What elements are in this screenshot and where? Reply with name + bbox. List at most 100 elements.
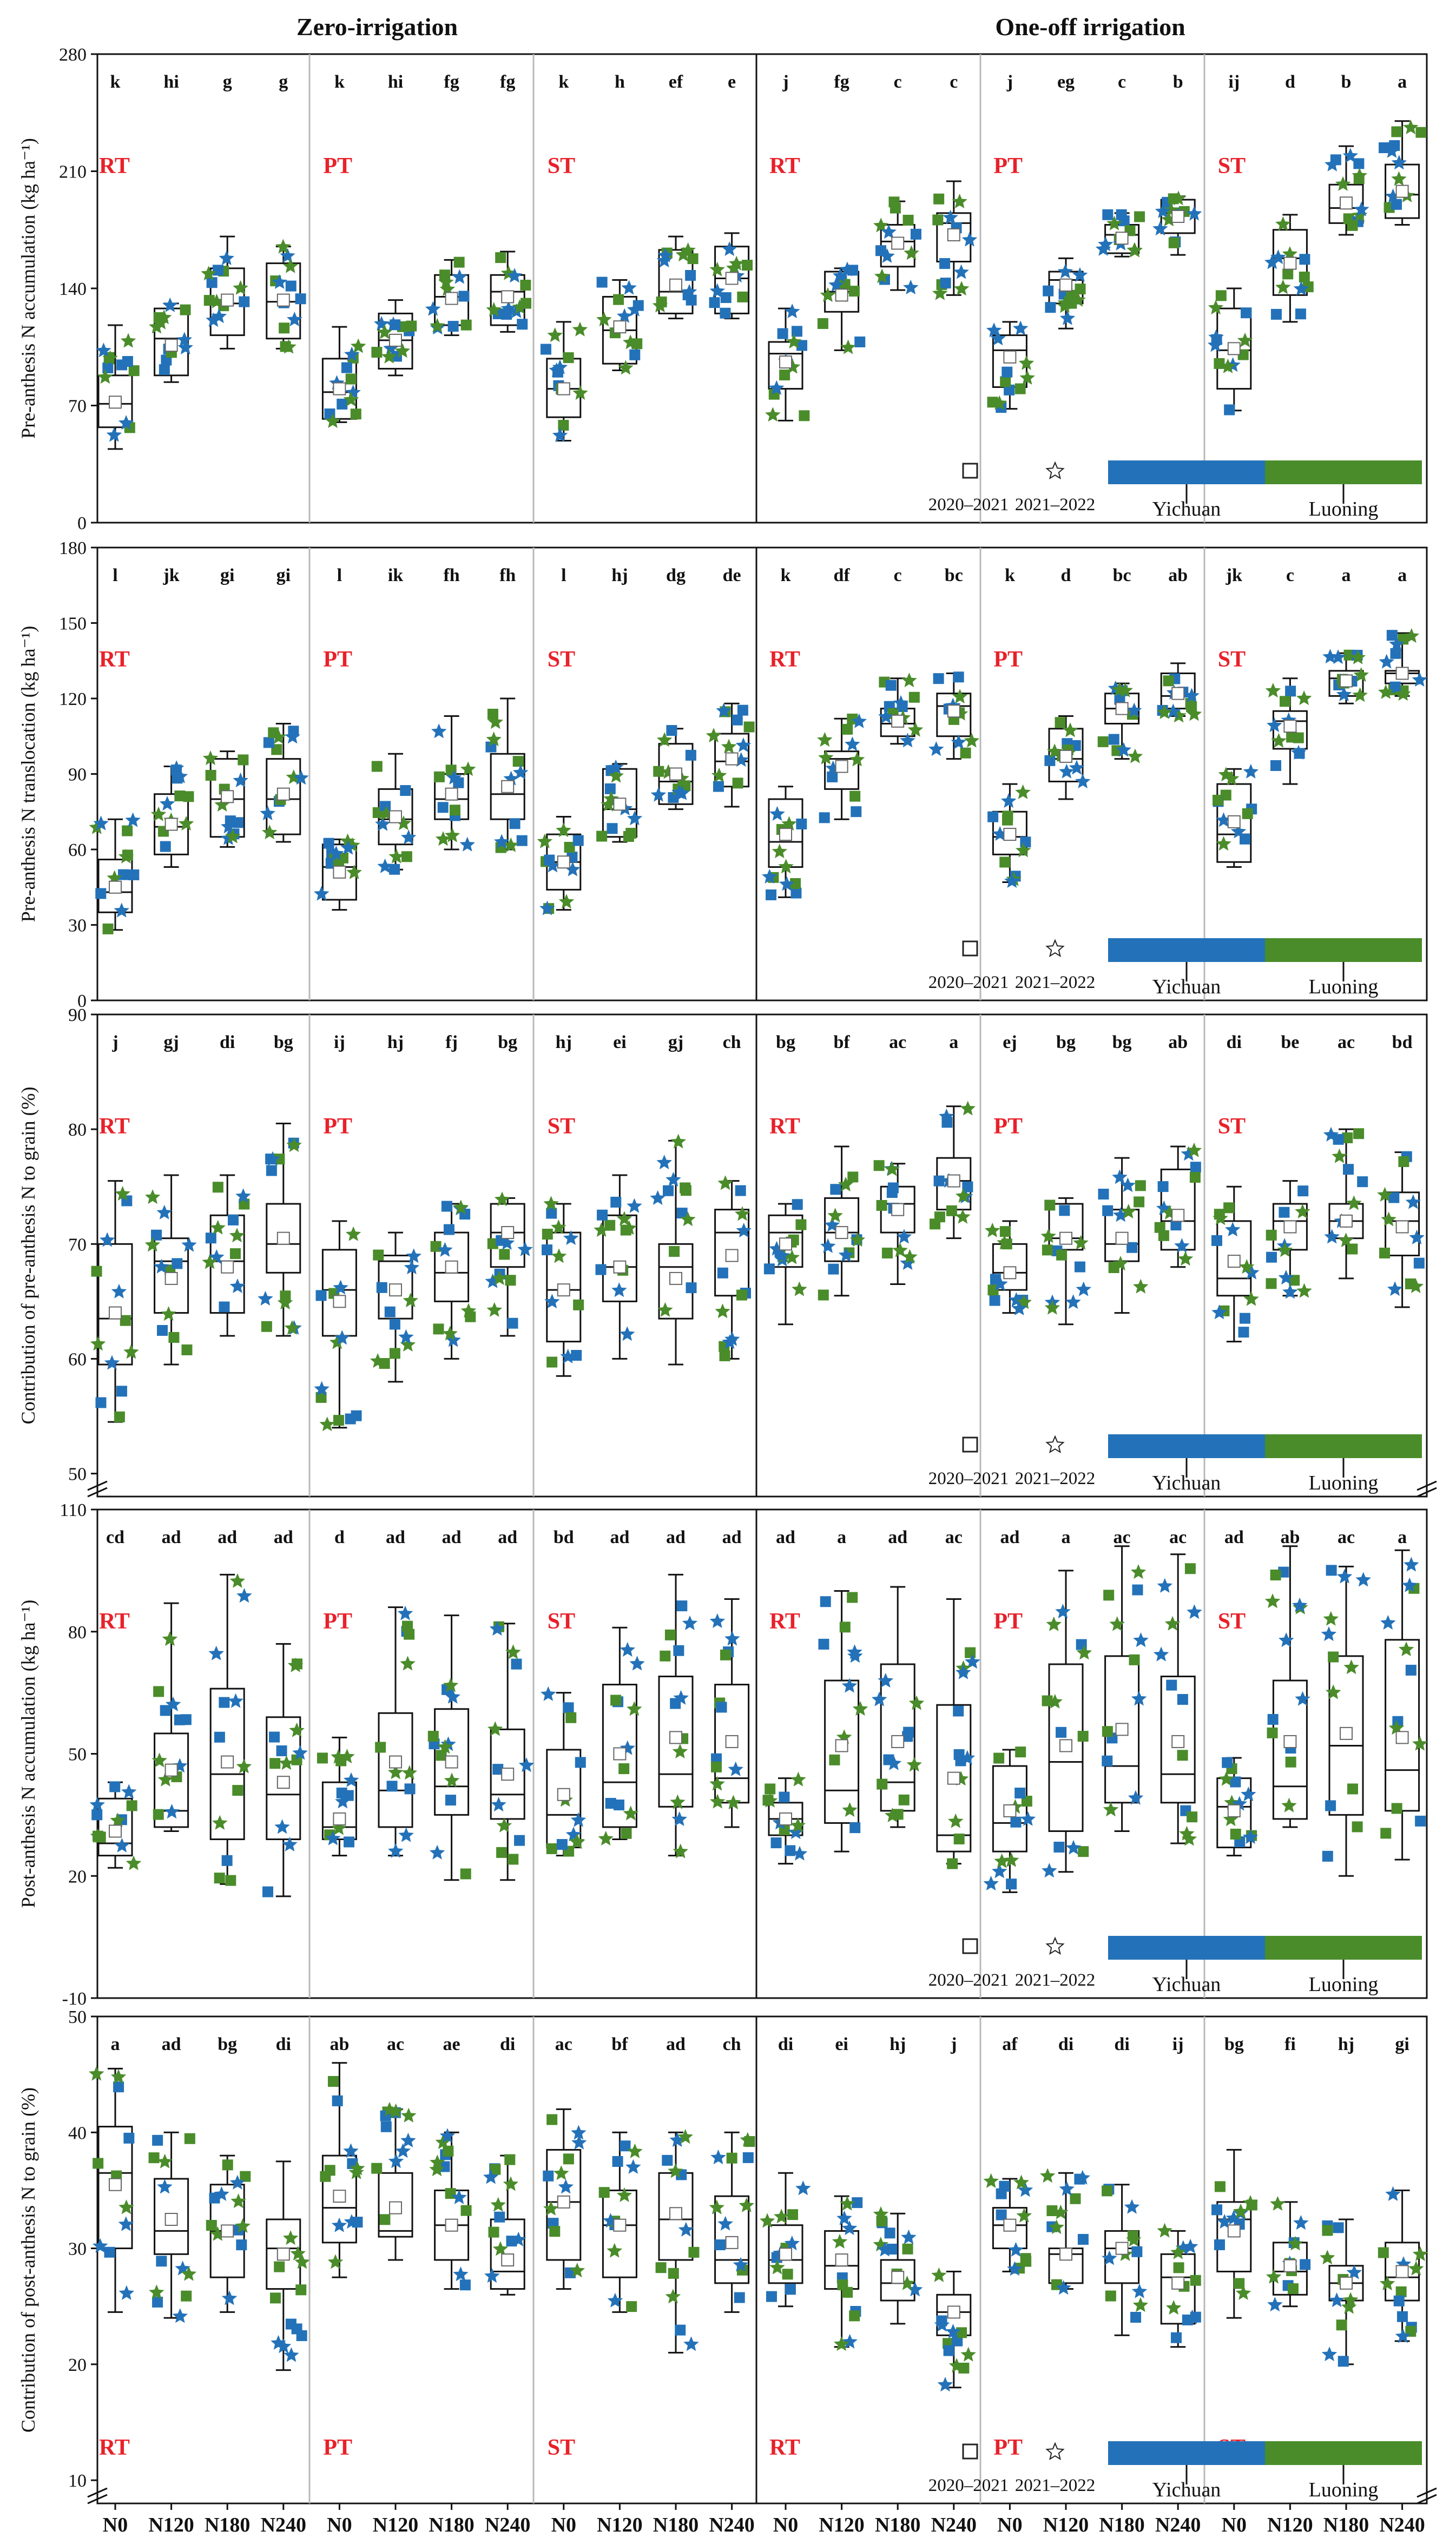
data-point-star xyxy=(159,796,175,811)
data-point-star xyxy=(403,1293,418,1308)
box-20 xyxy=(1152,190,1202,256)
data-point-square xyxy=(449,805,460,816)
mean-marker xyxy=(1395,2265,1409,2278)
legend-square-symbol xyxy=(962,463,978,479)
data-point-square xyxy=(1347,1783,1358,1795)
box-3 xyxy=(201,235,250,350)
data-point-star xyxy=(838,1247,854,1262)
data-point-star xyxy=(901,2229,917,2244)
data-point-star xyxy=(460,1303,477,1318)
box-iqr xyxy=(824,1679,860,1824)
data-point-star xyxy=(1322,649,1338,664)
data-point-star xyxy=(734,1206,750,1221)
data-point-star xyxy=(401,2107,417,2123)
data-point-star xyxy=(430,2154,445,2170)
data-point-star xyxy=(429,2161,445,2177)
data-point-star xyxy=(452,269,467,284)
data-point-star xyxy=(1223,1811,1238,1827)
significance-letter: g xyxy=(279,72,288,92)
data-point-star xyxy=(375,816,391,831)
data-point-star xyxy=(611,1282,627,1297)
data-point-star xyxy=(294,2254,310,2269)
data-point-square xyxy=(898,1794,910,1805)
data-point-square xyxy=(317,1752,328,1764)
data-point-square xyxy=(1285,686,1296,697)
significance-letter: hj xyxy=(611,565,628,585)
significance-letter: l xyxy=(561,565,566,585)
data-point-star xyxy=(1398,1641,1414,1657)
data-point-star xyxy=(1377,1187,1393,1202)
data-point-square xyxy=(492,1764,504,1775)
data-point-square xyxy=(1293,732,1304,743)
data-point-star xyxy=(671,1811,687,1826)
data-point-star xyxy=(994,1853,1010,1868)
data-point-star xyxy=(210,1220,226,1235)
significance-letter: ad xyxy=(442,1527,462,1547)
data-point-star xyxy=(824,1217,840,1232)
data-point-star xyxy=(1342,148,1359,163)
data-point-star xyxy=(616,1211,633,1226)
data-point-square xyxy=(790,887,802,899)
box-16 xyxy=(930,1100,976,1240)
box-iqr xyxy=(658,1243,694,1320)
data-point-star xyxy=(1012,320,1029,335)
data-point-star xyxy=(396,815,412,831)
box-14 xyxy=(818,1590,868,1853)
data-point-star xyxy=(990,331,1006,346)
data-point-square xyxy=(1222,1757,1233,1768)
x-tick-label: N180 xyxy=(875,2514,920,2536)
y-tick-label: 0 xyxy=(77,513,87,533)
data-point-star xyxy=(228,1693,243,1708)
data-point-square xyxy=(563,1702,574,1713)
data-point-star xyxy=(818,749,834,764)
data-point-star xyxy=(1378,684,1394,699)
box-2 xyxy=(148,2131,197,2323)
tillage-label: ST xyxy=(1218,1609,1246,1634)
data-point-star xyxy=(118,415,134,430)
mean-marker xyxy=(164,339,178,352)
data-point-square xyxy=(181,1344,193,1355)
data-point-star xyxy=(331,2217,347,2232)
mean-marker xyxy=(1227,815,1241,828)
mean-marker xyxy=(557,1283,570,1297)
data-point-star xyxy=(319,1416,335,1432)
data-point-star xyxy=(282,258,299,273)
significance-letter: h xyxy=(615,72,625,92)
box-12 xyxy=(709,1598,750,1828)
data-point-square xyxy=(323,838,334,849)
data-point-star xyxy=(627,301,643,317)
significance-letter: c xyxy=(1286,565,1294,585)
data-point-square xyxy=(212,265,223,276)
data-point-square xyxy=(148,2152,160,2164)
data-point-square xyxy=(596,831,608,842)
box-1 xyxy=(96,324,140,450)
data-point-square xyxy=(1166,1679,1177,1691)
data-point-star xyxy=(1336,1568,1353,1584)
data-point-star xyxy=(983,1875,999,1890)
data-point-star xyxy=(1381,1211,1396,1227)
x-tick-label: N180 xyxy=(429,2514,474,2536)
data-point-square xyxy=(1004,384,1015,396)
data-point-star xyxy=(838,1176,854,1191)
legend-bar-yichuan xyxy=(1108,2441,1265,2465)
data-point-square xyxy=(1168,237,1180,248)
box-iqr xyxy=(97,1243,133,1366)
x-tick-label: N120 xyxy=(597,2514,642,2536)
y-tick-label: 20 xyxy=(68,1867,87,1887)
box-17 xyxy=(987,783,1031,888)
data-point-square xyxy=(1230,1776,1241,1788)
box-17 xyxy=(983,2173,1033,2276)
data-point-star xyxy=(343,392,359,407)
data-point-square xyxy=(1297,1185,1309,1197)
data-point-star xyxy=(517,1241,533,1256)
data-point-square xyxy=(799,410,810,421)
significance-letter: ej xyxy=(1003,1032,1017,1052)
legend-bar-yichuan xyxy=(1108,460,1265,484)
data-point-star xyxy=(1242,2194,1259,2210)
mean-marker xyxy=(725,1735,739,1748)
data-point-square xyxy=(160,1705,171,1716)
data-point-square xyxy=(626,2301,637,2312)
data-point-star xyxy=(1164,1616,1181,1631)
significance-letter: bg xyxy=(776,1032,795,1052)
box-9 xyxy=(542,1196,584,1377)
